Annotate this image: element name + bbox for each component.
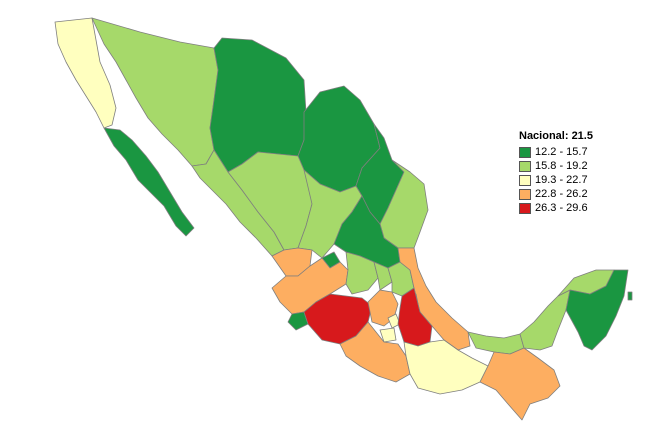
legend-items: 12.2 - 15.7 15.8 - 19.2 19.3 - 22.7 22.8 - …	[519, 145, 593, 215]
legend-item: 19.3 - 22.7	[519, 173, 593, 187]
legend-swatch	[519, 160, 531, 172]
state-oaxaca	[403, 339, 489, 395]
legend-item: 12.2 - 15.7	[519, 145, 593, 159]
legend-label: 19.3 - 22.7	[535, 174, 588, 186]
state-queretaro	[373, 261, 393, 291]
legend-label: 22.8 - 26.2	[535, 188, 588, 200]
state-morelos	[379, 327, 397, 343]
state-baja-california-sur	[103, 127, 195, 237]
state-colima	[287, 311, 309, 331]
legend-title: Nacional: 21.5	[519, 130, 593, 142]
legend-item: 15.8 - 19.2	[519, 159, 593, 173]
legend-swatch	[519, 188, 531, 200]
legend-swatch	[519, 146, 531, 158]
state-chiapas	[479, 347, 561, 421]
legend-label: 12.2 - 15.7	[535, 146, 588, 158]
state-veracruz	[397, 247, 471, 351]
legend-swatch	[519, 202, 531, 214]
map-legend: Nacional: 21.5 12.2 - 15.7 15.8 - 19.2 19.…	[519, 130, 593, 215]
legend-item: 26.3 - 29.6	[519, 201, 593, 215]
legend-item: 22.8 - 26.2	[519, 187, 593, 201]
legend-label: 26.3 - 29.6	[535, 202, 588, 214]
state-baja-california	[54, 17, 117, 129]
island-cozumel	[627, 291, 633, 301]
legend-swatch	[519, 174, 531, 186]
state-tabasco	[467, 331, 525, 355]
legend-label: 15.8 - 19.2	[535, 160, 588, 172]
state-campeche	[519, 289, 571, 351]
state-guanajuato	[345, 251, 379, 295]
state-quintana-roo	[565, 269, 629, 351]
